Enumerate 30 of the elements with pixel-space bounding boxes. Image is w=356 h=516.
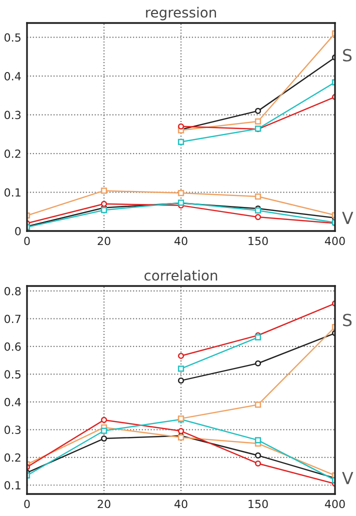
x-tick-label: 20: [98, 500, 110, 508]
y-tick-label: 0.2: [4, 453, 20, 462]
x-tick-label: 400: [324, 500, 345, 508]
x-tick-label: 150: [248, 236, 268, 246]
chart-title: correlation: [144, 270, 218, 281]
x-tick-label: 400: [324, 236, 345, 246]
y-tick-label: 0: [15, 226, 21, 236]
x-tick-label: 20: [98, 236, 110, 246]
y-tick-label: 0.6: [4, 342, 21, 351]
y-tick-label: 0.3: [4, 426, 21, 434]
y-tick-label: 0.1: [4, 188, 20, 197]
y-tick-label: 0.5: [4, 33, 20, 42]
x-tick-label: 40: [174, 500, 188, 508]
annotation: S: [343, 48, 352, 62]
chart-title: regression: [146, 6, 216, 20]
x-tick-label: 150: [248, 500, 268, 508]
y-tick-label: 0.2: [4, 150, 20, 158]
y-tick-label: 0.1: [4, 481, 20, 490]
annotation: V: [342, 472, 354, 484]
x-tick-label: 0: [24, 236, 30, 246]
x-tick-label: 0: [24, 500, 30, 508]
y-tick-label: 0.7: [4, 314, 20, 324]
x-tick-label: 40: [174, 236, 188, 246]
annotation: V: [342, 212, 354, 224]
y-tick-label: 0.4: [4, 398, 21, 406]
y-tick-label: 0.4: [4, 72, 21, 80]
y-tick-label: 0.3: [4, 110, 21, 120]
annotation: S: [343, 314, 352, 326]
y-tick-label: 0.5: [4, 370, 20, 379]
y-tick-label: 0.8: [4, 286, 21, 296]
